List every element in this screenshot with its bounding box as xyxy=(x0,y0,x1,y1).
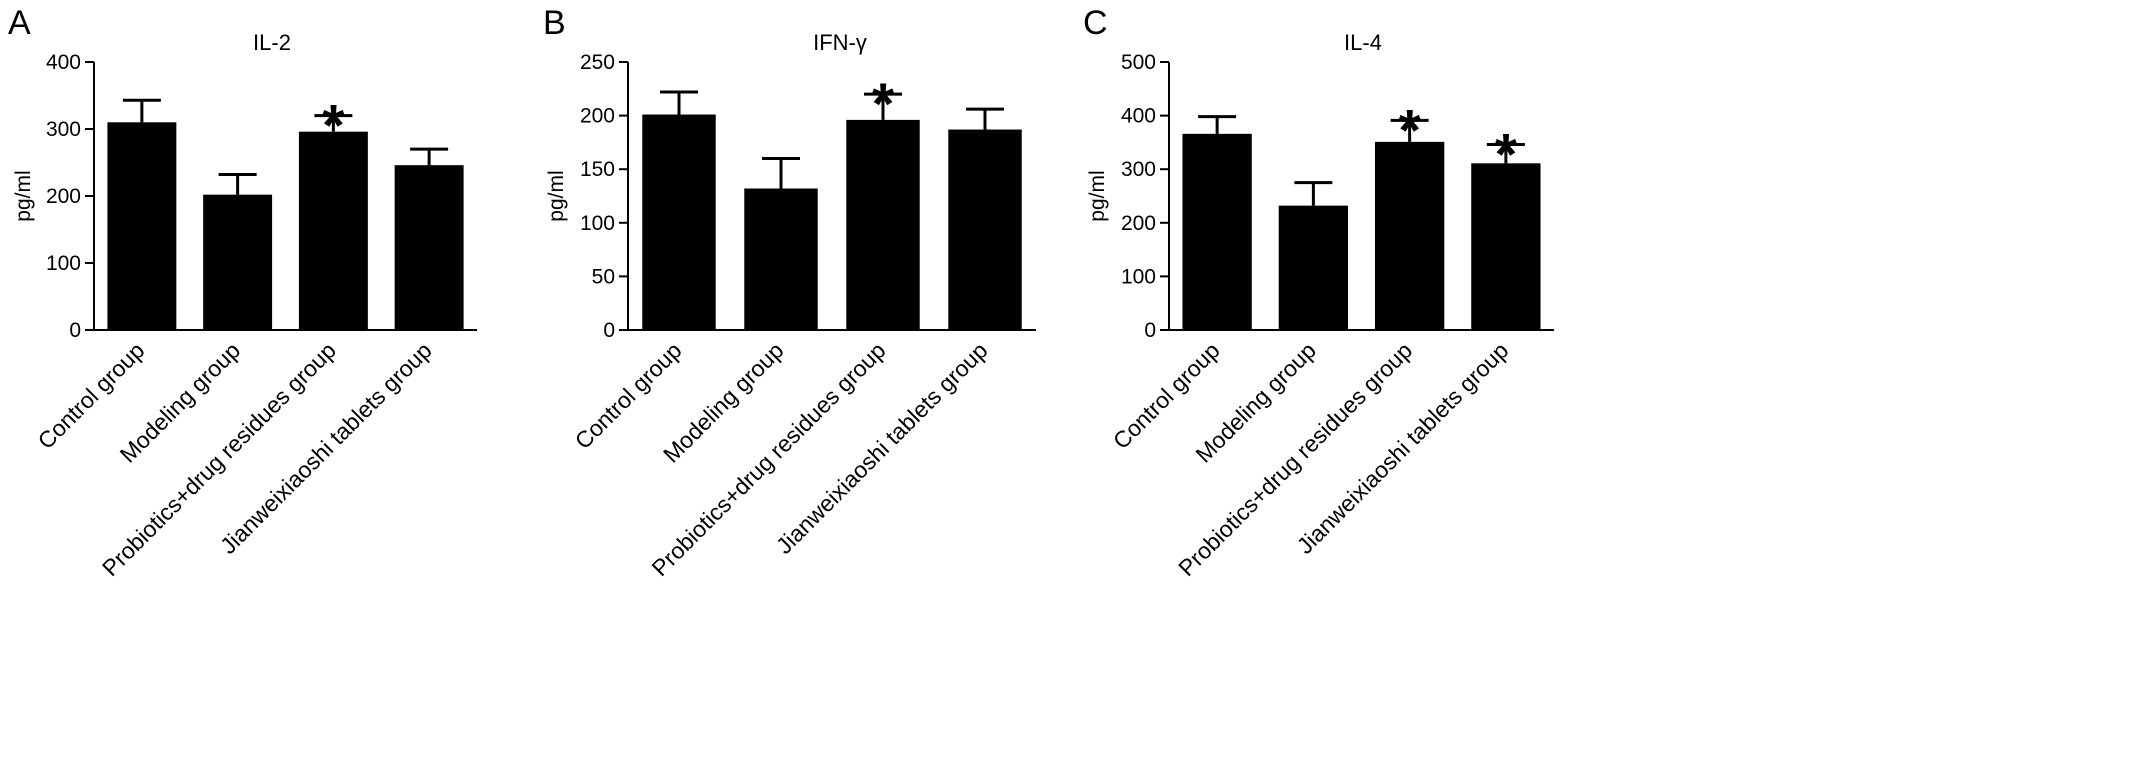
y-tick-label: 0 xyxy=(603,319,615,342)
bar xyxy=(1278,205,1349,330)
y-tick-label: 250 xyxy=(580,51,615,74)
bar xyxy=(107,122,177,330)
bar xyxy=(1182,133,1252,330)
y-tick-label: 100 xyxy=(46,252,81,275)
y-tick-label: 50 xyxy=(592,265,615,288)
bar xyxy=(1471,163,1541,330)
y-tick-label: 400 xyxy=(46,51,81,74)
panel-letter: A xyxy=(8,4,31,42)
bar xyxy=(744,188,818,330)
chart-title: IL-2 xyxy=(253,30,291,55)
bar xyxy=(394,165,464,330)
chart-title: IL-4 xyxy=(1344,30,1382,55)
y-axis-label: pg/ml xyxy=(1086,170,1109,221)
y-tick-label: 200 xyxy=(580,105,615,128)
y-tick-label: 0 xyxy=(1144,319,1156,342)
y-tick-label: 100 xyxy=(1121,265,1156,288)
category-label: Jianweixiaoshi tablets group xyxy=(1292,337,1514,559)
significance-marker: * xyxy=(1398,98,1421,163)
panel-letter: C xyxy=(1083,4,1108,42)
y-tick-label: 200 xyxy=(1121,212,1156,235)
panel-letter: B xyxy=(543,4,566,42)
bar xyxy=(846,119,920,330)
y-tick-label: 300 xyxy=(1121,158,1156,181)
y-axis-label: pg/ml xyxy=(12,170,35,221)
bar xyxy=(948,129,1022,330)
y-tick-label: 500 xyxy=(1121,51,1156,74)
y-tick-label: 100 xyxy=(580,212,615,235)
y-tick-label: 0 xyxy=(69,319,81,342)
y-tick-label: 300 xyxy=(46,118,81,141)
significance-marker: * xyxy=(872,72,895,137)
y-tick-label: 200 xyxy=(46,185,81,208)
bar xyxy=(1374,141,1445,330)
bar xyxy=(642,114,716,330)
category-label: Control group xyxy=(570,337,687,454)
bar xyxy=(203,194,273,330)
y-tick-label: 400 xyxy=(1121,105,1156,128)
bar xyxy=(298,131,368,330)
significance-marker: * xyxy=(322,94,345,159)
chart-title: IFN-γ xyxy=(813,30,867,55)
category-label: Jianweixiaoshi tablets group xyxy=(771,337,993,559)
significance-marker: * xyxy=(1495,123,1518,188)
y-tick-label: 150 xyxy=(580,158,615,181)
y-axis-label: pg/ml xyxy=(545,170,568,221)
